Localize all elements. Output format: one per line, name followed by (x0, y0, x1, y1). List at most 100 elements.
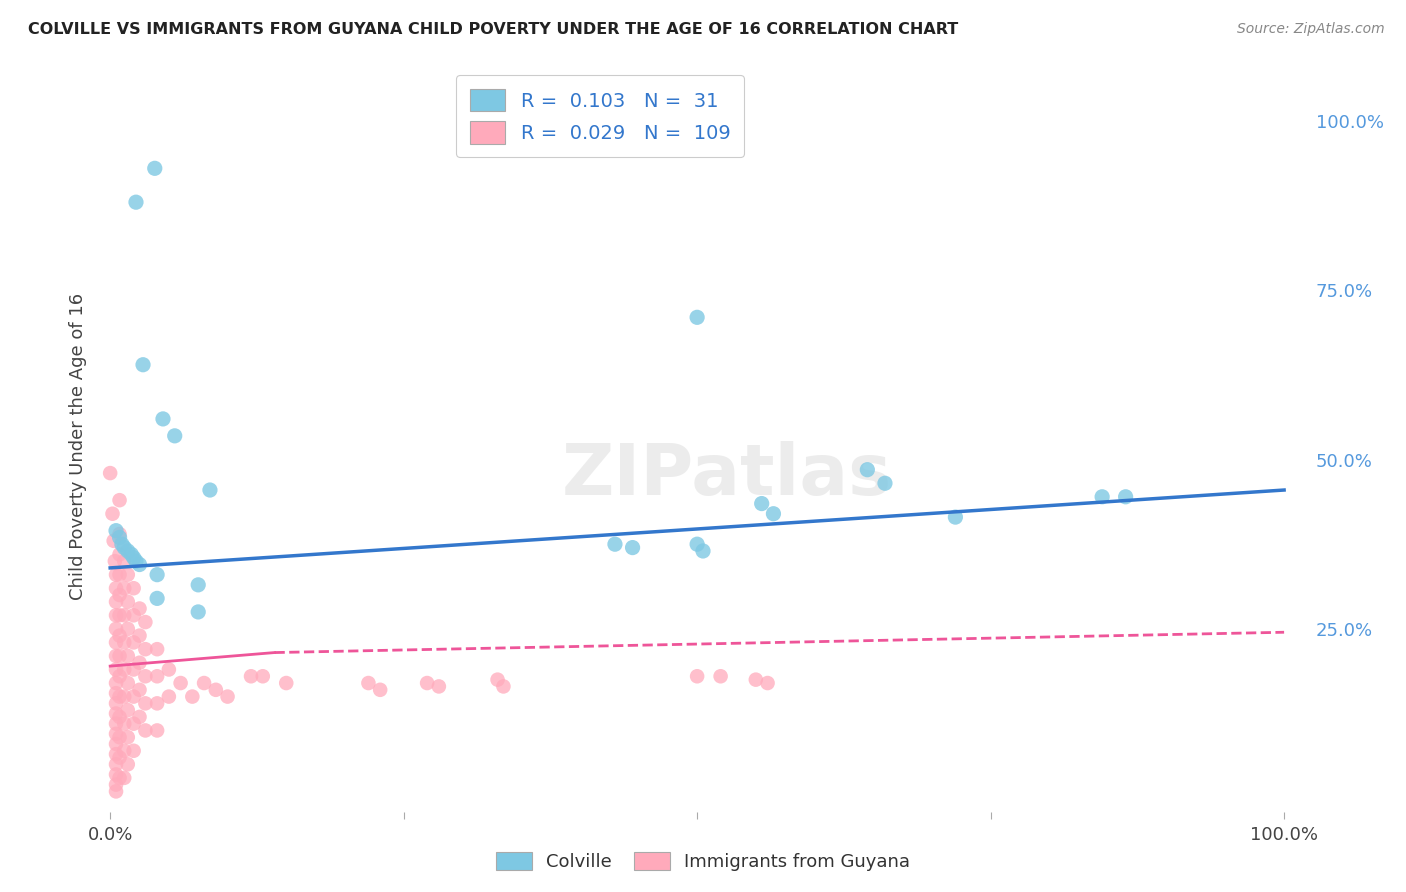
Point (128, 710, 150, 724)
Point (112, 554, 135, 568)
Text: Source: ZipAtlas.com: Source: ZipAtlas.com (1237, 22, 1385, 37)
Point (108, 547, 131, 561)
Point (357, 676, 380, 690)
Point (105, 697, 128, 711)
Point (105, 663, 128, 677)
Point (204, 682, 226, 697)
Point (146, 567, 169, 582)
Point (105, 716, 128, 731)
Point (108, 771, 131, 785)
Point (108, 690, 131, 704)
Point (1115, 490, 1137, 504)
Point (112, 663, 135, 677)
Point (117, 730, 139, 744)
Point (134, 615, 156, 629)
Point (146, 723, 169, 738)
Point (112, 635, 135, 649)
Point (112, 608, 135, 623)
Point (108, 493, 131, 508)
Point (163, 429, 186, 443)
Point (112, 716, 135, 731)
Point (427, 680, 450, 694)
Legend: R =  0.103   N =  31, R =  0.029   N =  109: R = 0.103 N = 31, R = 0.029 N = 109 (457, 75, 744, 157)
Point (108, 567, 131, 582)
Point (105, 524, 128, 538)
Point (105, 737, 128, 751)
Point (117, 703, 139, 717)
Point (492, 680, 515, 694)
Text: COLVILLE VS IMMIGRANTS FROM GUYANA CHILD POVERTY UNDER THE AGE OF 16 CORRELATION: COLVILLE VS IMMIGRANTS FROM GUYANA CHILD… (28, 22, 959, 37)
Point (112, 690, 135, 704)
Point (108, 669, 131, 683)
Point (125, 554, 148, 568)
Point (751, 497, 773, 511)
Point (621, 541, 644, 555)
Point (105, 757, 128, 772)
Point (108, 648, 131, 663)
Point (945, 510, 967, 524)
Point (122, 663, 145, 677)
Point (122, 635, 145, 649)
Point (143, 161, 166, 176)
Point (112, 744, 135, 758)
Point (128, 558, 150, 572)
Point (276, 676, 298, 690)
Point (152, 412, 174, 426)
Point (112, 541, 135, 555)
Point (416, 676, 439, 690)
Point (169, 676, 191, 690)
Point (157, 690, 180, 704)
Point (745, 673, 768, 687)
Point (128, 629, 150, 643)
Point (105, 595, 128, 609)
Point (105, 635, 128, 649)
Point (117, 595, 139, 609)
Point (762, 507, 785, 521)
Point (132, 358, 155, 372)
Point (128, 682, 150, 697)
Point (1091, 490, 1114, 504)
Point (686, 537, 709, 551)
Point (105, 706, 128, 721)
Point (105, 676, 128, 690)
Point (157, 663, 180, 677)
Point (103, 533, 125, 548)
Point (756, 676, 779, 690)
Point (105, 727, 128, 741)
Point (134, 697, 156, 711)
Point (98, 466, 121, 480)
Point (108, 608, 131, 623)
Point (217, 690, 239, 704)
Point (122, 690, 145, 704)
Point (101, 507, 124, 521)
Point (686, 310, 709, 325)
Point (603, 537, 626, 551)
Point (108, 629, 131, 643)
Point (108, 588, 131, 602)
Point (187, 605, 209, 619)
Point (108, 530, 131, 544)
Text: ZIPatlas: ZIPatlas (562, 441, 893, 509)
Point (122, 550, 145, 565)
Point (117, 648, 139, 663)
Point (134, 669, 156, 683)
Point (146, 642, 169, 657)
Point (112, 581, 135, 595)
Point (105, 778, 128, 792)
Point (122, 716, 145, 731)
Point (105, 567, 128, 582)
Point (193, 676, 215, 690)
Point (108, 710, 131, 724)
Point (108, 730, 131, 744)
Point (122, 608, 145, 623)
Point (710, 669, 733, 683)
Point (198, 483, 221, 497)
Point (486, 673, 509, 687)
Point (146, 591, 169, 606)
Point (187, 578, 209, 592)
Point (105, 608, 128, 623)
Point (117, 676, 139, 690)
Point (692, 544, 714, 558)
Point (105, 581, 128, 595)
Point (108, 527, 131, 541)
